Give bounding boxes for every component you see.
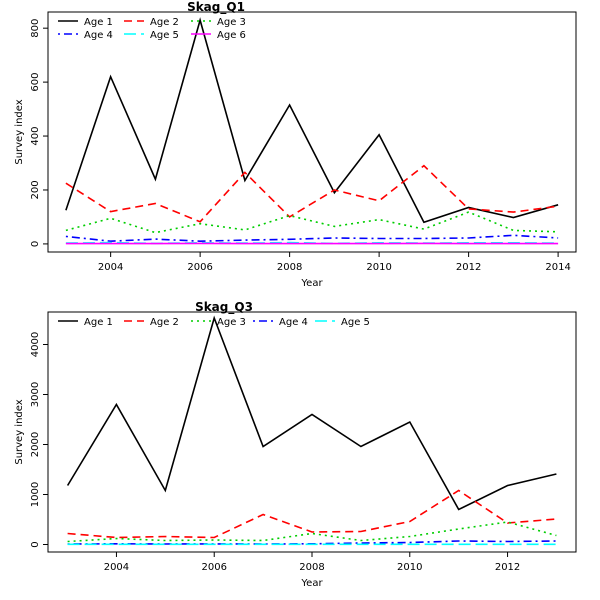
y-axis-title: Survey index <box>14 399 25 464</box>
chart-title: Skag_Q3 <box>195 300 253 315</box>
series-line-age-1 <box>65 17 559 224</box>
legend: Age 1 Age 2 Age 3 Age 4 Age 5 Age 6 <box>58 17 246 41</box>
series-lines <box>66 315 557 546</box>
y-tick-label: 3000 <box>30 382 41 407</box>
x-axis-title: Year <box>300 278 323 289</box>
series-line-age-4 <box>65 234 559 243</box>
x-tick-label: 2008 <box>277 262 302 273</box>
series-line-age-3 <box>67 521 557 543</box>
y-axis-title: Survey index <box>14 99 25 164</box>
legend-label: Age 4 <box>279 317 308 328</box>
legend-label: Age 5 <box>150 30 179 41</box>
chart-title: Skag_Q1 <box>187 0 245 15</box>
y-tick-label: 400 <box>30 126 41 145</box>
x-tick-label: 2004 <box>98 262 123 273</box>
chart-panel-skag-q1: Skag_Q1 Year Survey index 2004 2006 2008 20… <box>14 0 577 289</box>
legend-label: Age 1 <box>84 317 113 328</box>
axes: 2004 2006 2008 2010 2012 2014 0 200 400 600 800 <box>30 19 571 273</box>
series-line-age-1 <box>66 315 557 511</box>
legend-label: Age 2 <box>150 317 179 328</box>
x-tick-label: 2010 <box>397 562 422 573</box>
y-tick-label: 200 <box>30 180 41 199</box>
y-tick-label: 0 <box>30 241 41 247</box>
y-tick-label: 2000 <box>30 432 41 457</box>
x-axis-title: Year <box>300 578 323 589</box>
legend-label: Age 3 <box>217 17 246 28</box>
series-line-age-2 <box>67 489 557 539</box>
series-lines <box>65 17 559 245</box>
x-tick-label: 2008 <box>299 562 324 573</box>
x-tick-label: 2012 <box>456 262 481 273</box>
x-tick-label: 2012 <box>495 562 520 573</box>
axes: 2004 2006 2008 2010 2012 0 1000 2000 3000 4000 <box>30 332 520 573</box>
legend-label: Age 6 <box>217 30 246 41</box>
series-line-age-3 <box>65 211 559 234</box>
series-line-age-2 <box>65 164 559 223</box>
legend: Age 1 Age 2 Age 3 Age 4 Age 5 <box>58 317 370 328</box>
legend-label: Age 3 <box>217 317 246 328</box>
x-tick-label: 2014 <box>545 262 570 273</box>
y-tick-label: 800 <box>30 19 41 38</box>
legend-label: Age 1 <box>84 17 113 28</box>
x-tick-label: 2006 <box>187 262 212 273</box>
x-tick-label: 2010 <box>366 262 391 273</box>
legend-label: Age 5 <box>341 317 370 328</box>
plot-frame <box>47 11 577 253</box>
legend-label: Age 4 <box>84 30 113 41</box>
y-tick-label: 600 <box>30 73 41 92</box>
x-tick-label: 2004 <box>104 562 129 573</box>
y-tick-label: 0 <box>30 541 41 547</box>
legend-label: Age 2 <box>150 17 179 28</box>
x-tick-label: 2006 <box>201 562 226 573</box>
chart-panel-skag-q3: Skag_Q3 Year Survey index 2004 2006 2008 20… <box>14 300 577 589</box>
y-tick-label: 1000 <box>30 482 41 507</box>
y-tick-label: 4000 <box>30 332 41 357</box>
